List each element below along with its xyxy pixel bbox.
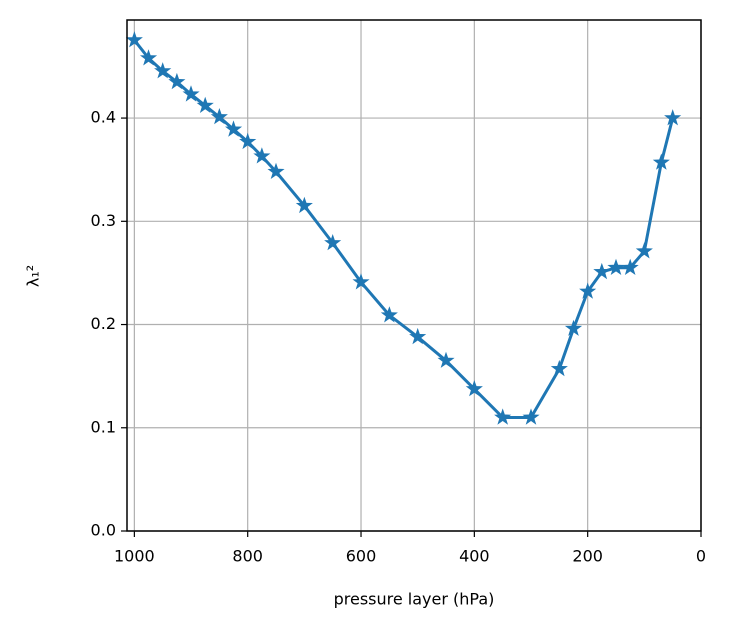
plot-frame <box>126 19 702 532</box>
point-marker <box>380 306 398 323</box>
point-marker <box>324 234 342 251</box>
y-tick-label: 0.2 <box>91 314 116 333</box>
point-marker <box>409 327 427 345</box>
point-marker <box>494 408 512 425</box>
point-marker <box>125 31 143 48</box>
point-marker <box>352 273 370 290</box>
y-tick-label: 0.3 <box>91 211 116 230</box>
x-tick-label: 400 <box>459 547 490 566</box>
point-marker <box>465 380 483 397</box>
point-marker <box>621 258 639 275</box>
series-line <box>133 39 675 419</box>
point-marker <box>182 85 200 102</box>
point-marker <box>522 408 540 425</box>
point-marker <box>196 96 214 113</box>
x-tick-label: 0 <box>696 547 706 566</box>
y-axis-label: λ₁² <box>24 265 43 287</box>
x-tick-label: 600 <box>346 547 377 566</box>
point-marker <box>579 282 597 299</box>
point-marker <box>295 196 313 214</box>
point-marker <box>635 242 653 259</box>
y-tick-label: 0.0 <box>91 521 116 540</box>
point-marker <box>140 49 158 66</box>
point-marker <box>664 109 682 126</box>
point-marker <box>593 262 611 280</box>
point-marker <box>253 147 271 164</box>
x-tick-label: 800 <box>232 547 263 566</box>
point-marker <box>154 62 172 79</box>
point-marker <box>210 108 228 125</box>
point-marker <box>564 319 583 336</box>
point-marker <box>168 72 186 90</box>
x-tick-label: 200 <box>572 547 603 566</box>
x-axis-label: pressure layer (hPa) <box>334 590 495 609</box>
x-tick-label: 1000 <box>114 547 155 566</box>
point-marker <box>267 162 285 179</box>
y-tick-label: 0.4 <box>91 108 116 127</box>
point-marker <box>239 132 257 150</box>
point-marker <box>550 359 568 377</box>
point-marker <box>437 351 455 368</box>
point-marker <box>225 120 243 137</box>
point-marker <box>607 258 625 275</box>
y-tick-label: 0.1 <box>91 417 116 436</box>
point-marker <box>652 153 670 170</box>
